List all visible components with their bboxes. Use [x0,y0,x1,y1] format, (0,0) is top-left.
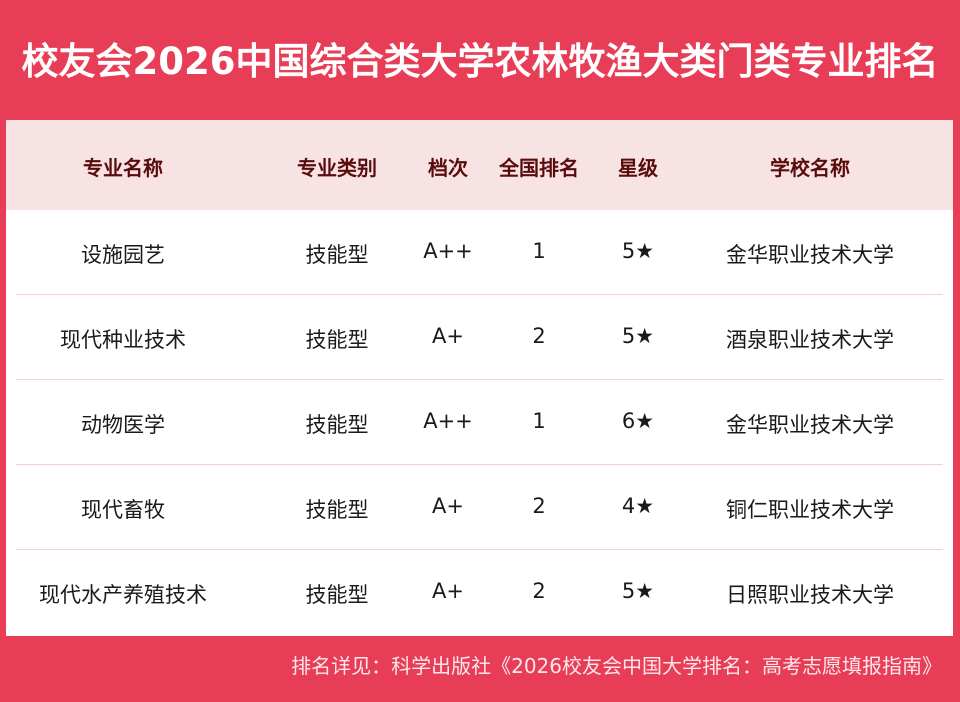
table-row: 现代种业技术 技能型 A+ 2 5★ 酒泉职业技术大学 [6,295,953,380]
source-note: 排名详见：科学出版社《2026校友会中国大学排名：高考志愿填报指南》 [291,654,942,678]
cell-grade: A+ [432,579,464,603]
row-divider [16,549,943,550]
ranking-table: 专业名称 专业类别 档次 全国排名 星级 学校名称 设施园艺 技能型 A++ 1 5★ 金华职业技术… [6,120,953,636]
cell-national-rank: 1 [532,239,546,263]
page-title: 校友会2026中国综合类大学农林牧渔大类门类专业排名 [21,40,939,83]
cell-major-type: 技能型 [305,243,369,267]
cell-star-level: 5★ [621,324,655,348]
cell-major-name: 现代种业技术 [60,328,186,352]
cell-major-name: 动物医学 [81,413,165,437]
cell-national-rank: 2 [532,324,546,348]
cell-major-type: 技能型 [305,498,369,522]
cell-star-level: 5★ [621,239,655,263]
cell-national-rank: 2 [532,579,546,603]
header-major-name: 专业名称 [83,156,163,180]
cell-major-name: 设施园艺 [81,243,165,267]
cell-major-type: 技能型 [305,328,369,352]
row-divider [16,379,943,380]
cell-major-type: 技能型 [305,413,369,437]
cell-grade: A+ [432,324,464,348]
cell-grade: A++ [423,409,473,433]
cell-major-type: 技能型 [305,583,369,607]
cell-star-level: 6★ [621,409,655,433]
header-national-rank: 全国排名 [499,156,579,180]
header-school-name: 学校名称 [770,156,850,180]
cell-grade: A++ [423,239,473,263]
cell-school-name: 金华职业技术大学 [726,243,894,267]
header-grade: 档次 [428,156,468,180]
row-divider [16,294,943,295]
cell-major-name: 现代水产养殖技术 [39,583,207,607]
cell-school-name: 铜仁职业技术大学 [726,498,894,522]
cell-school-name: 金华职业技术大学 [726,413,894,437]
table-row: 动物医学 技能型 A++ 1 6★ 金华职业技术大学 [6,380,953,465]
cell-national-rank: 1 [532,409,546,433]
header-major-type: 专业类别 [297,156,377,180]
cell-school-name: 日照职业技术大学 [726,583,894,607]
cell-star-level: 5★ [621,579,655,603]
cell-star-level: 4★ [621,494,655,518]
cell-major-name: 现代畜牧 [81,498,165,522]
cell-school-name: 酒泉职业技术大学 [726,328,894,352]
table-header: 专业名称 专业类别 档次 全国排名 星级 学校名称 [6,120,953,210]
header-star-level: 星级 [618,156,658,180]
table-row: 现代畜牧 技能型 A+ 2 4★ 铜仁职业技术大学 [6,465,953,550]
table-row: 设施园艺 技能型 A++ 1 5★ 金华职业技术大学 [6,210,953,295]
table-row: 现代水产养殖技术 技能型 A+ 2 5★ 日照职业技术大学 [6,550,953,635]
cell-grade: A+ [432,494,464,518]
row-divider [16,464,943,465]
cell-national-rank: 2 [532,494,546,518]
